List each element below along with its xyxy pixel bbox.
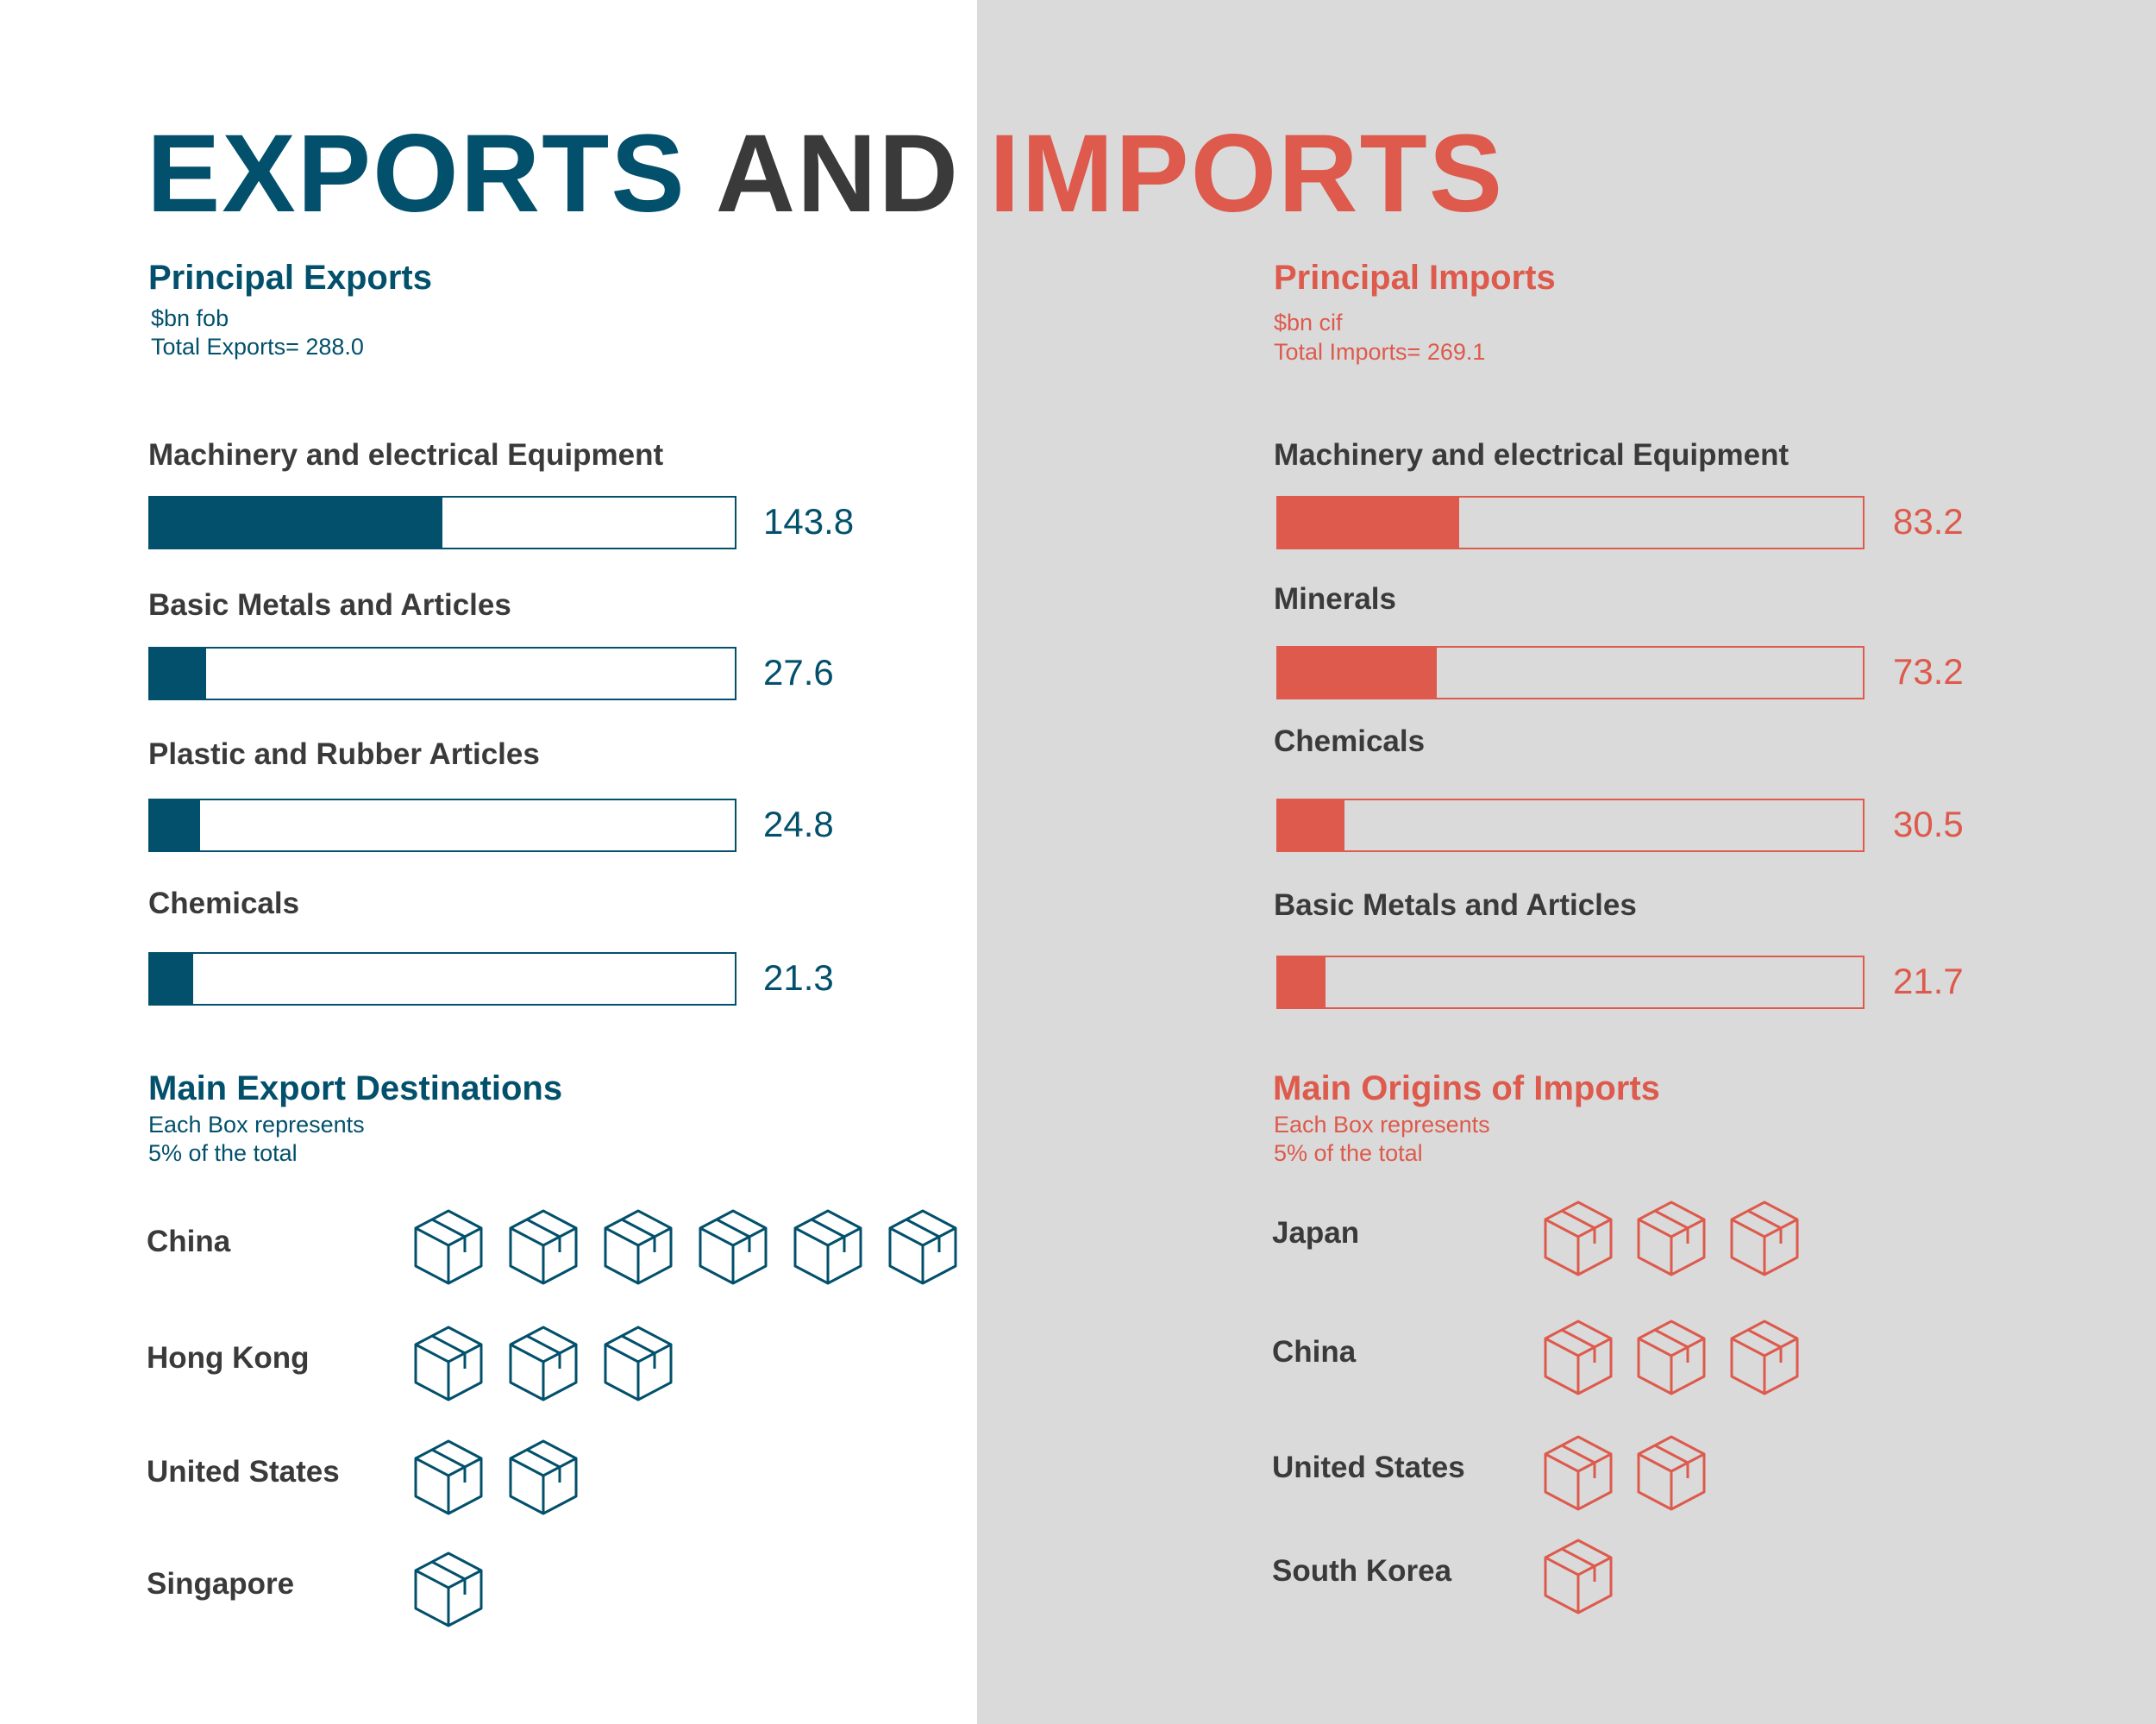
title-and: AND: [715, 112, 960, 235]
box-icon: [507, 1324, 580, 1403]
box-icon: [507, 1438, 580, 1517]
exports-bar-track: [148, 496, 736, 549]
box-icon: [1542, 1433, 1614, 1513]
exports-category-label: Basic Metals and Articles: [148, 588, 511, 622]
imports-category-label: Basic Metals and Articles: [1274, 888, 1637, 922]
principal-imports-heading: Principal Imports: [1274, 259, 1556, 297]
imports-country-label: China: [1272, 1335, 1357, 1369]
exports-unit: $bn fob: [151, 305, 229, 331]
imports-bar-fill: [1278, 800, 1344, 850]
exports-bar-fill: [150, 954, 194, 1004]
imports-category-label: Minerals: [1274, 582, 1396, 616]
box-icon: [412, 1324, 485, 1403]
box-icon: [412, 1207, 485, 1287]
box-icon: [602, 1207, 674, 1287]
exports-country-label: Hong Kong: [147, 1341, 310, 1375]
box-icon: [412, 1438, 485, 1517]
imports-bar-value: 21.7: [1893, 961, 1964, 1001]
imports-bar-track: [1276, 956, 1865, 1009]
exports-bar-fill: [150, 800, 201, 850]
imports-bar-value: 83.2: [1893, 501, 1964, 542]
page-title: EXPORTS AND IMPORTS: [147, 119, 1504, 229]
exports-bar-fill: [150, 649, 206, 699]
title-exports: EXPORTS: [147, 112, 686, 235]
imports-bar-track: [1276, 496, 1865, 549]
box-icon: [602, 1324, 674, 1403]
export-box-note-1: Each Box represents: [148, 1112, 365, 1138]
box-icon: [507, 1207, 580, 1287]
exports-bar-value: 143.8: [763, 501, 855, 542]
imports-country-label: South Korea: [1272, 1554, 1452, 1588]
exports-country-label: Singapore: [147, 1567, 295, 1601]
exports-bar-track: [148, 952, 736, 1006]
title-imports: IMPORTS: [989, 112, 1505, 235]
imports-unit: $bn cif: [1274, 310, 1343, 335]
imports-bar-track: [1276, 799, 1865, 852]
box-icon: [1542, 1199, 1614, 1278]
imports-category-label: Chemicals: [1274, 724, 1426, 758]
exports-bar-track: [148, 647, 736, 700]
exports-bar-value: 27.6: [763, 652, 834, 693]
exports-category-label: Plastic and Rubber Articles: [148, 737, 540, 771]
imports-total: Total Imports= 269.1: [1274, 339, 1486, 365]
box-icon: [792, 1207, 864, 1287]
import-box-note-1: Each Box represents: [1274, 1112, 1490, 1138]
imports-bar-fill: [1278, 648, 1438, 698]
exports-bar-value: 24.8: [763, 804, 834, 844]
import-box-note-2: 5% of the total: [1274, 1140, 1423, 1166]
box-icon: [1635, 1433, 1708, 1513]
imports-category-label: Machinery and electrical Equipment: [1274, 438, 1789, 472]
box-icon: [1635, 1318, 1708, 1397]
box-icon: [1728, 1199, 1801, 1278]
imports-bar-fill: [1278, 498, 1459, 548]
exports-country-label: United States: [147, 1455, 340, 1489]
exports-country-label: China: [147, 1225, 231, 1258]
imports-bar-value: 73.2: [1893, 651, 1964, 692]
exports-category-label: Chemicals: [148, 887, 300, 920]
principal-exports-heading: Principal Exports: [148, 259, 432, 297]
imports-bar-track: [1276, 646, 1865, 699]
exports-bar-track: [148, 799, 736, 852]
exports-category-label: Machinery and electrical Equipment: [148, 438, 664, 472]
box-icon: [1542, 1318, 1614, 1397]
imports-bar-value: 30.5: [1893, 804, 1964, 844]
import-origins-heading: Main Origins of Imports: [1273, 1069, 1660, 1107]
box-icon: [1542, 1537, 1614, 1616]
imports-country-label: United States: [1272, 1451, 1465, 1484]
box-icon: [887, 1207, 959, 1287]
exports-bar-fill: [150, 498, 442, 548]
box-icon: [1635, 1199, 1708, 1278]
imports-bar-fill: [1278, 957, 1326, 1007]
exports-total: Total Exports= 288.0: [151, 334, 364, 360]
imports-country-label: Japan: [1272, 1216, 1360, 1250]
box-icon: [697, 1207, 769, 1287]
export-destinations-heading: Main Export Destinations: [148, 1069, 563, 1107]
box-icon: [1728, 1318, 1801, 1397]
imports-panel-background: [977, 0, 2156, 1724]
box-icon: [412, 1550, 485, 1629]
exports-bar-value: 21.3: [763, 957, 834, 998]
export-box-note-2: 5% of the total: [148, 1140, 298, 1166]
